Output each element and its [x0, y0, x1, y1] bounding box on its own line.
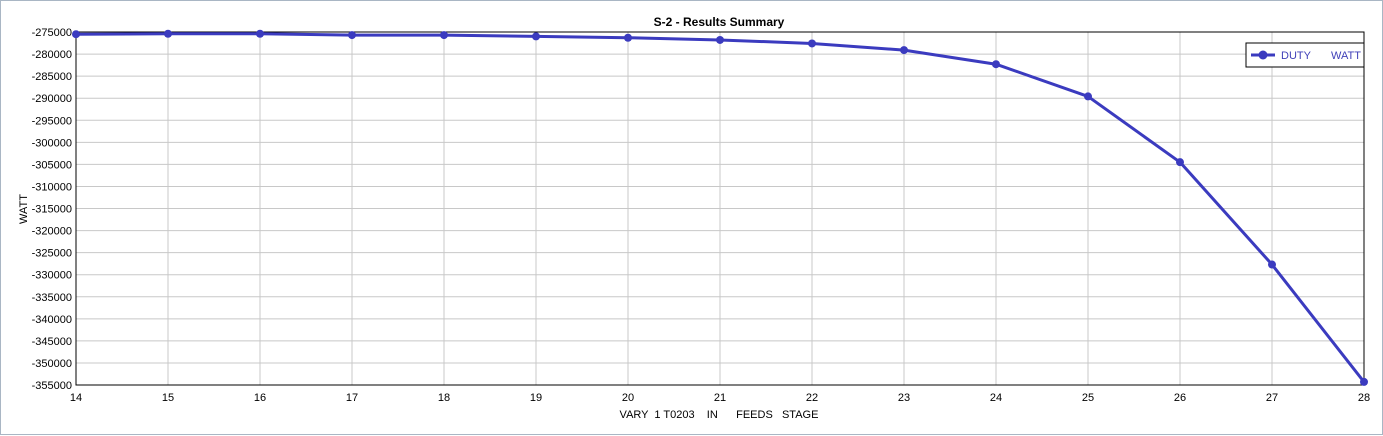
y-tick-label: -295000 [32, 115, 72, 127]
data-point[interactable] [256, 29, 264, 38]
x-axis-label: VARY 1 T0203 IN FEEDS STAGE [620, 409, 819, 421]
y-tick-label: -330000 [32, 270, 72, 282]
y-tick-label: -355000 [32, 380, 72, 392]
plot-area [75, 31, 1365, 386]
y-axis: -275000 -280000 -285000 -290000 -295000 -3000… [32, 27, 72, 392]
y-axis-label: WATT [18, 194, 30, 224]
data-point[interactable] [900, 46, 908, 55]
data-point[interactable] [808, 39, 816, 48]
y-tick-label: -325000 [32, 248, 72, 260]
data-point[interactable] [716, 35, 724, 44]
data-point[interactable] [1084, 92, 1092, 101]
x-tick-label: 25 [1082, 392, 1094, 404]
data-point[interactable] [532, 32, 540, 41]
data-point[interactable] [72, 30, 80, 39]
y-tick-label: -300000 [32, 137, 72, 149]
legend[interactable]: DUTY WATT [1245, 42, 1365, 68]
grid [75, 31, 1365, 386]
y-tick-label: -275000 [32, 27, 72, 39]
data-point[interactable] [1360, 377, 1368, 386]
data-point[interactable] [164, 29, 172, 38]
y-tick-label: -335000 [32, 292, 72, 304]
legend-series-name: DUTY [1281, 50, 1312, 62]
x-tick-label: 23 [898, 392, 910, 404]
y-tick-label: -345000 [32, 336, 72, 348]
x-axis: 14 15 16 17 18 19 20 21 22 23 24 25 26 27 28 [70, 392, 1370, 404]
y-tick-label: -315000 [32, 204, 72, 216]
x-tick-label: 20 [622, 392, 634, 404]
x-tick-label: 19 [530, 392, 542, 404]
x-tick-label: 28 [1358, 392, 1370, 404]
data-point[interactable] [440, 31, 448, 40]
y-tick-label: -290000 [32, 93, 72, 105]
data-point[interactable] [624, 33, 632, 42]
x-tick-label: 26 [1174, 392, 1186, 404]
data-point[interactable] [1268, 260, 1276, 269]
x-tick-label: 22 [806, 392, 818, 404]
x-tick-label: 16 [254, 392, 266, 404]
data-point[interactable] [348, 31, 356, 40]
legend-series-unit: WATT [1331, 50, 1361, 62]
chart-title: S-2 - Results Summary [654, 15, 785, 29]
y-tick-label: -285000 [32, 71, 72, 83]
x-tick-label: 17 [346, 392, 358, 404]
x-tick-label: 24 [990, 392, 1002, 404]
y-tick-label: -305000 [32, 159, 72, 171]
x-tick-label: 27 [1266, 392, 1278, 404]
legend-marker [1258, 50, 1268, 60]
y-tick-label: -310000 [32, 181, 72, 193]
x-tick-label: 21 [714, 392, 726, 404]
y-tick-label: -280000 [32, 49, 72, 61]
y-tick-label: -340000 [32, 314, 72, 326]
x-tick-label: 18 [438, 392, 450, 404]
data-point[interactable] [1176, 158, 1184, 167]
y-tick-label: -350000 [32, 358, 72, 370]
series-group [72, 29, 1368, 386]
y-tick-label: -320000 [32, 226, 72, 238]
x-tick-label: 15 [162, 392, 174, 404]
data-point[interactable] [992, 60, 1000, 69]
x-tick-label: 14 [70, 392, 82, 404]
